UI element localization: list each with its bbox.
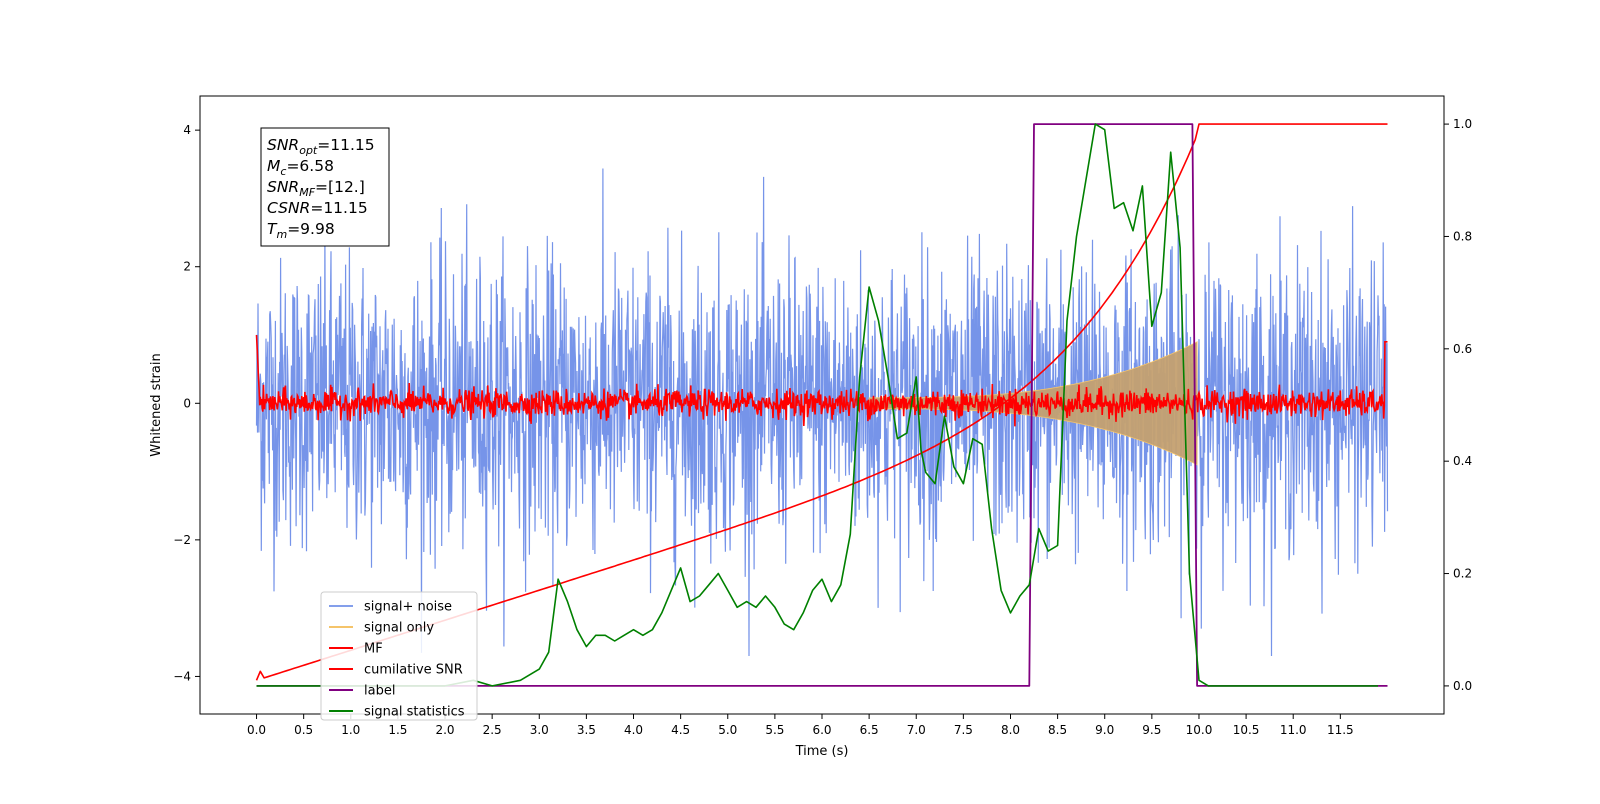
y-tick-label-right: 0.6 <box>1453 342 1472 356</box>
annotation-line: SNRopt=11.15 <box>267 136 375 157</box>
x-tick-label: 11.5 <box>1327 723 1354 737</box>
x-tick-label: 0.5 <box>294 723 313 737</box>
x-tick-label: 8.0 <box>1001 723 1020 737</box>
x-tick-label: 5.0 <box>718 723 737 737</box>
annotation-box <box>260 127 390 247</box>
y-tick-label-left: −2 <box>173 533 191 547</box>
annotation-line: Mc=6.58 <box>267 157 334 178</box>
legend-label: signal only <box>364 621 434 636</box>
annotation-line: Tm=9.98 <box>267 220 335 241</box>
x-tick-label: 2.5 <box>483 723 502 737</box>
x-tick-label: 4.5 <box>671 723 690 737</box>
x-tick-label: 2.0 <box>435 723 454 737</box>
y-tick-label-left: 2 <box>183 260 191 274</box>
legend-label: MF <box>364 642 383 657</box>
y-tick-label-right: 0.0 <box>1453 679 1472 693</box>
x-tick-label: 6.5 <box>860 723 879 737</box>
series-signal-noise-line <box>255 168 1389 657</box>
x-tick-label: 9.0 <box>1095 723 1114 737</box>
y-tick-label-right: 0.2 <box>1453 567 1472 581</box>
y-tick-label-left: 4 <box>183 123 191 137</box>
x-tick-label: 1.0 <box>341 723 360 737</box>
x-tick-label: 4.0 <box>624 723 643 737</box>
x-tick-label: 5.5 <box>765 723 784 737</box>
x-tick-label: 0.0 <box>247 723 266 737</box>
legend-label: signal statistics <box>364 705 465 720</box>
annotation-line: SNRMF=[12.] <box>267 178 365 199</box>
series-signal-statistics-line <box>256 123 1378 687</box>
legend-label: label <box>364 684 395 699</box>
y-tick-label-left: 0 <box>183 396 191 410</box>
x-tick-label: 1.5 <box>388 723 407 737</box>
x-tick-label: 9.5 <box>1142 723 1161 737</box>
annotation-line: CSNR=11.15 <box>267 199 368 217</box>
y-tick-label-left: −4 <box>173 669 191 683</box>
y-tick-label-right: 0.4 <box>1453 454 1472 468</box>
x-tick-label: 7.0 <box>907 723 926 737</box>
x-tick-label: 10.0 <box>1186 723 1213 737</box>
x-axis-label: Time (s) <box>795 744 849 759</box>
x-tick-label: 8.5 <box>1048 723 1067 737</box>
y-tick-label-right: 1.0 <box>1453 117 1472 131</box>
series-mf-line <box>255 334 1388 427</box>
y-tick-label-right: 0.8 <box>1453 229 1472 243</box>
x-tick-label: 11.0 <box>1280 723 1307 737</box>
x-tick-label: 3.5 <box>577 723 596 737</box>
y-axis-label: Whitened strain <box>149 353 164 456</box>
legend-label: cumilative SNR <box>364 663 463 678</box>
legend-label: signal+ noise <box>364 600 452 615</box>
legend-box <box>320 591 478 721</box>
x-tick-label: 7.5 <box>954 723 973 737</box>
x-tick-label: 3.0 <box>530 723 549 737</box>
x-tick-label: 6.0 <box>812 723 831 737</box>
x-tick-label: 10.5 <box>1233 723 1260 737</box>
